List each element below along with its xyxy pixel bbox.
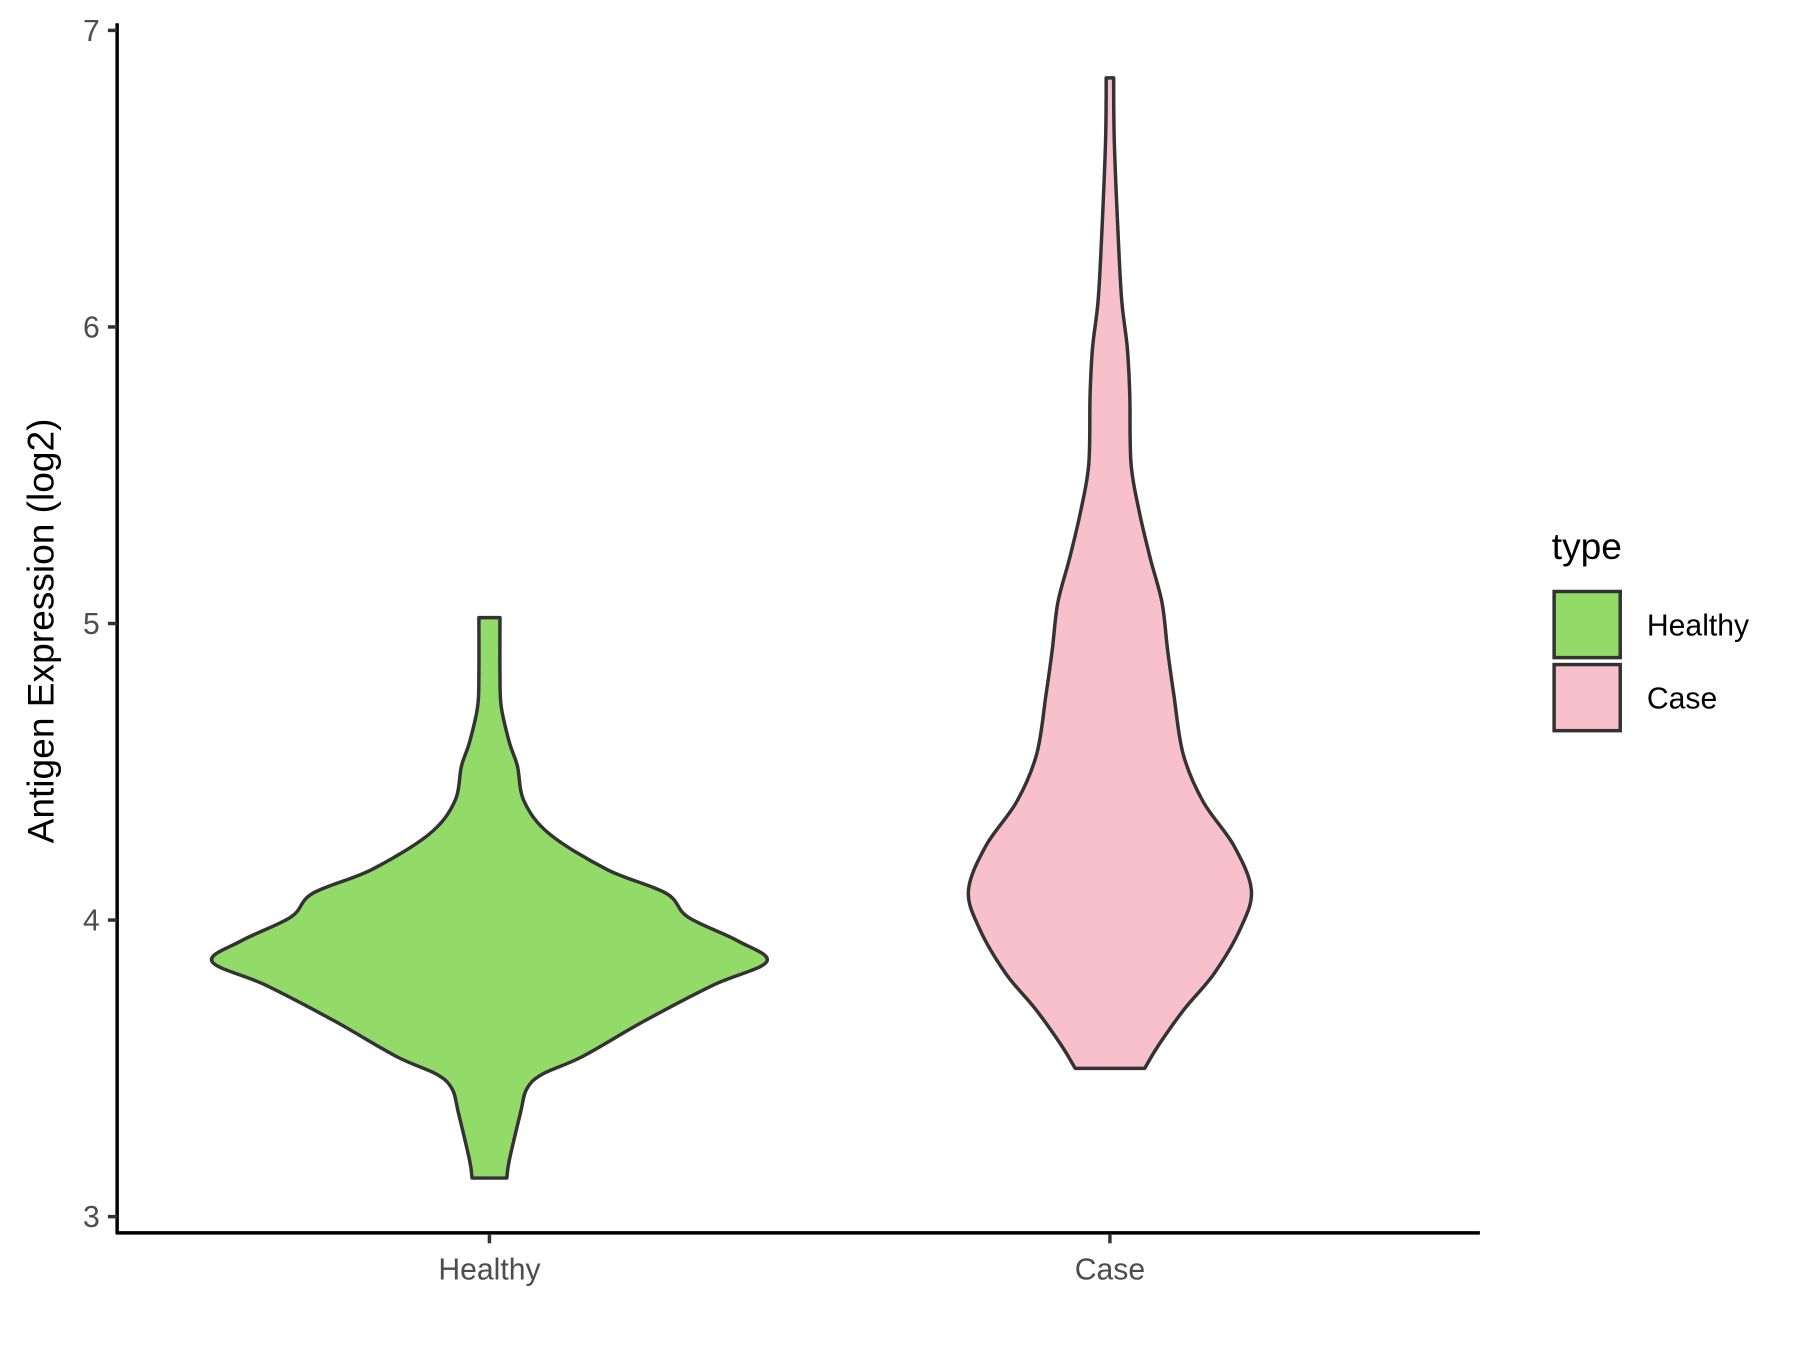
- legend: type Healthy Case: [1552, 525, 1750, 733]
- legend-title: type: [1552, 525, 1622, 567]
- legend-key-healthy: [1552, 589, 1622, 660]
- x-tick-label: Healthy: [438, 1253, 541, 1286]
- violin-healthy: [209, 615, 770, 1180]
- y-ticks: 3 4 5 6 7: [83, 15, 118, 1234]
- y-tick-label: 6: [83, 311, 100, 344]
- violin-case: [966, 76, 1254, 1071]
- y-axis-title: Antigen Expression (log2): [19, 418, 61, 843]
- y-tick-label: 3: [83, 1201, 100, 1234]
- y-tick-label: 5: [83, 608, 100, 641]
- x-ticks: Healthy Case: [438, 1234, 1145, 1286]
- legend-label: Healthy: [1647, 610, 1750, 643]
- violins: [209, 76, 1254, 1180]
- legend-key-case: [1552, 662, 1622, 733]
- x-tick-label: Case: [1075, 1253, 1145, 1286]
- y-tick-label: 7: [83, 15, 100, 48]
- y-tick-label: 4: [83, 905, 100, 938]
- legend-label: Case: [1647, 683, 1717, 716]
